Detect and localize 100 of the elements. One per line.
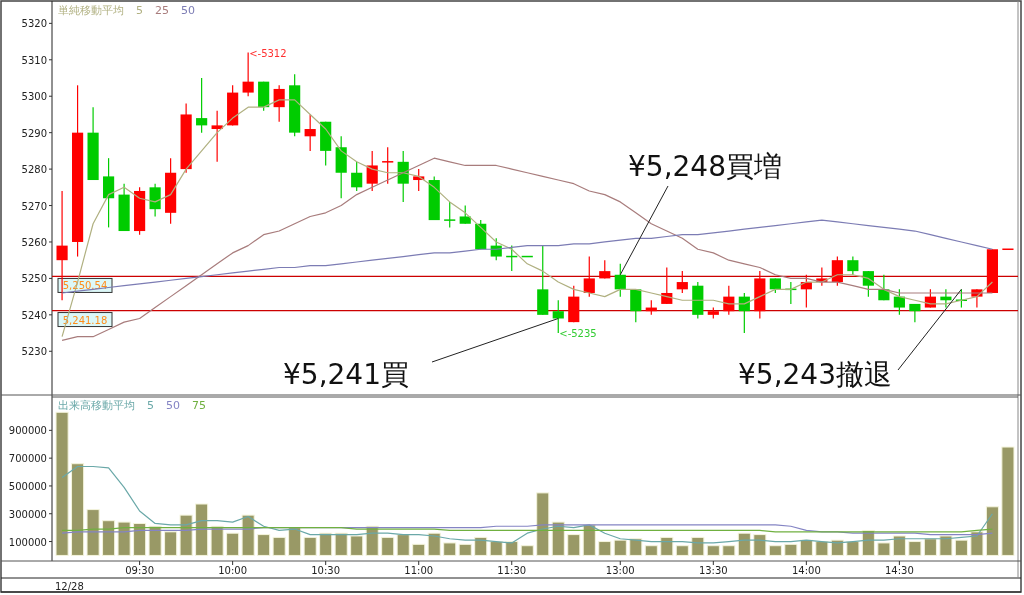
bar [954, 539, 968, 556]
bar [784, 543, 798, 556]
bar [319, 532, 333, 556]
bar [675, 545, 689, 556]
bar [830, 539, 844, 556]
bar [598, 541, 612, 556]
bar [443, 542, 457, 556]
bar [567, 534, 581, 556]
y-tick-label: 5260 [21, 236, 47, 248]
x-tick-label: 10:30 [311, 565, 341, 576]
x-tick-label: 14:30 [884, 565, 914, 576]
bar [226, 532, 240, 556]
x-tick-label: 13:30 [698, 565, 728, 576]
bar [288, 527, 302, 556]
bar [613, 539, 627, 556]
x-tick-label: 09:30 [125, 565, 155, 576]
bar [427, 532, 441, 556]
bar [691, 536, 705, 556]
x-axis-title: 12/28 [55, 581, 84, 592]
text: 50 [181, 3, 195, 17]
annotation: <-5235 [559, 328, 597, 340]
bar [660, 536, 674, 556]
annotation: ¥5,241買 [283, 358, 409, 391]
annotation: ¥5,248買増 [628, 150, 782, 183]
bar [846, 541, 860, 556]
bar [272, 536, 286, 556]
y-tick-label: 5270 [21, 200, 47, 212]
bar [148, 525, 162, 556]
bar [102, 520, 116, 556]
bar [520, 545, 534, 556]
bar [536, 492, 550, 556]
y-tick-label: 5280 [21, 164, 47, 176]
text: 25 [155, 3, 169, 17]
x-tick-label: 10:00 [218, 565, 248, 576]
y-tick-label: 100000 [8, 536, 47, 548]
bar [257, 534, 271, 556]
bar [381, 536, 395, 556]
line-series [61, 465, 994, 544]
bar [350, 535, 364, 556]
y-tick-label: 5240 [21, 309, 47, 321]
bar [210, 525, 224, 556]
bar [908, 541, 922, 556]
bar [722, 545, 736, 556]
bar [923, 538, 937, 556]
text: 75 [192, 399, 206, 412]
bar [892, 535, 906, 556]
ref-line-label: 5,241.18 [62, 314, 108, 326]
y-tick-label: 700000 [8, 453, 47, 465]
bar [489, 541, 503, 556]
bar [55, 411, 69, 556]
bar [303, 536, 317, 556]
y-tick-label: 900000 [8, 425, 47, 437]
x-tick-label: 11:30 [497, 565, 527, 576]
y-tick-label: 300000 [8, 508, 47, 520]
x-tick-label: 11:00 [404, 565, 434, 576]
annotation: ¥5,243撤退 [738, 358, 892, 391]
bar [195, 503, 209, 556]
bar [164, 531, 178, 556]
bar [629, 538, 643, 556]
bar [768, 545, 782, 556]
bar [706, 545, 720, 556]
text: 5 [147, 399, 154, 412]
bar [334, 532, 348, 556]
bar [753, 534, 767, 556]
bar [877, 542, 891, 556]
bar [86, 509, 100, 556]
bar [179, 514, 193, 556]
x-tick-label: 14:00 [791, 565, 821, 576]
text: 50 [166, 399, 180, 412]
bar [71, 463, 85, 556]
bar [396, 534, 410, 556]
y-tick-label: 5290 [21, 127, 47, 139]
bar [737, 532, 751, 556]
bar [970, 531, 984, 556]
bar [799, 539, 813, 556]
bar [474, 536, 488, 556]
bar [1001, 446, 1015, 556]
bar [117, 521, 131, 556]
ref-line-label: 5,250.54 [62, 280, 108, 292]
bar [505, 541, 519, 556]
bar [582, 524, 596, 556]
line-series [61, 219, 994, 294]
bar [939, 535, 953, 556]
legend-title: 出来高移動平均 [58, 399, 135, 412]
bar [985, 506, 999, 556]
bar [644, 545, 658, 556]
y-tick-label: 5320 [21, 18, 47, 30]
annotation: <-5312 [249, 47, 287, 59]
y-tick-label: 500000 [8, 480, 47, 492]
bar [133, 522, 147, 556]
y-tick-label: 5310 [21, 54, 47, 66]
bar [458, 543, 472, 556]
x-tick-label: 13:00 [605, 565, 635, 576]
y-tick-label: 5300 [21, 91, 47, 103]
bar [412, 543, 426, 556]
text: 5 [136, 3, 143, 17]
y-tick-label: 5250 [21, 273, 47, 285]
y-tick-label: 5230 [21, 346, 47, 358]
bar [815, 541, 829, 556]
legend-title: 単純移動平均 [58, 3, 124, 17]
